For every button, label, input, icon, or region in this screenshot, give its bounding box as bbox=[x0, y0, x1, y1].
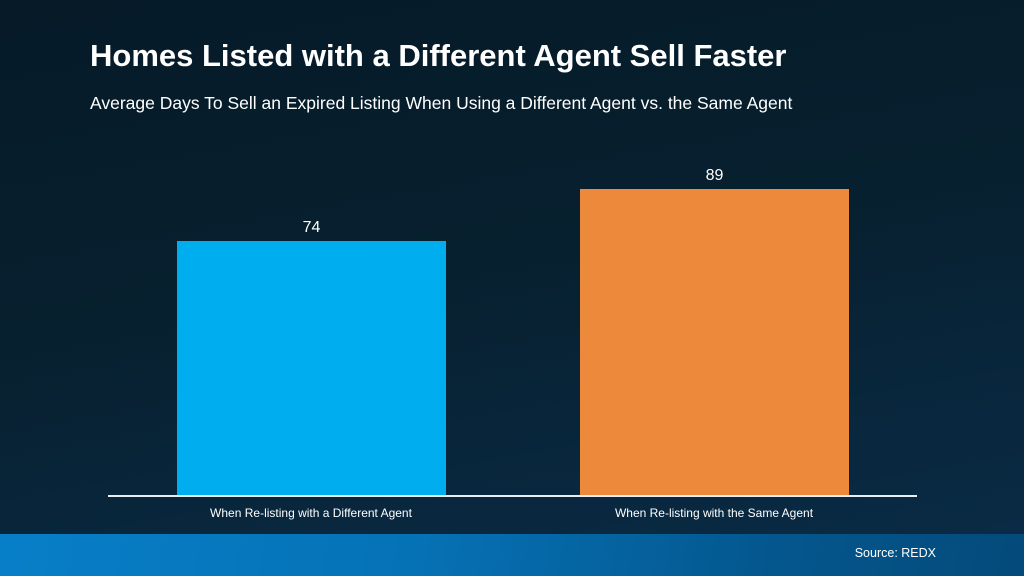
x-label-same-agent: When Re-listing with the Same Agent bbox=[614, 506, 814, 520]
x-axis-line bbox=[108, 495, 917, 497]
bar-different-agent bbox=[177, 241, 446, 496]
chart-title: Homes Listed with a Different Agent Sell… bbox=[90, 38, 787, 73]
plot-area: 74 89 bbox=[108, 140, 917, 496]
source-note: Source: REDX bbox=[854, 546, 936, 560]
footer-band bbox=[0, 534, 1024, 576]
bar-value-different-agent: 74 bbox=[302, 219, 321, 236]
x-label-different-agent: When Re-listing with a Different Agent bbox=[210, 506, 412, 520]
chart-subtitle: Average Days To Sell an Expired Listing … bbox=[90, 93, 793, 113]
bar-value-same-agent: 89 bbox=[705, 167, 724, 184]
bar-same-agent bbox=[580, 189, 849, 496]
